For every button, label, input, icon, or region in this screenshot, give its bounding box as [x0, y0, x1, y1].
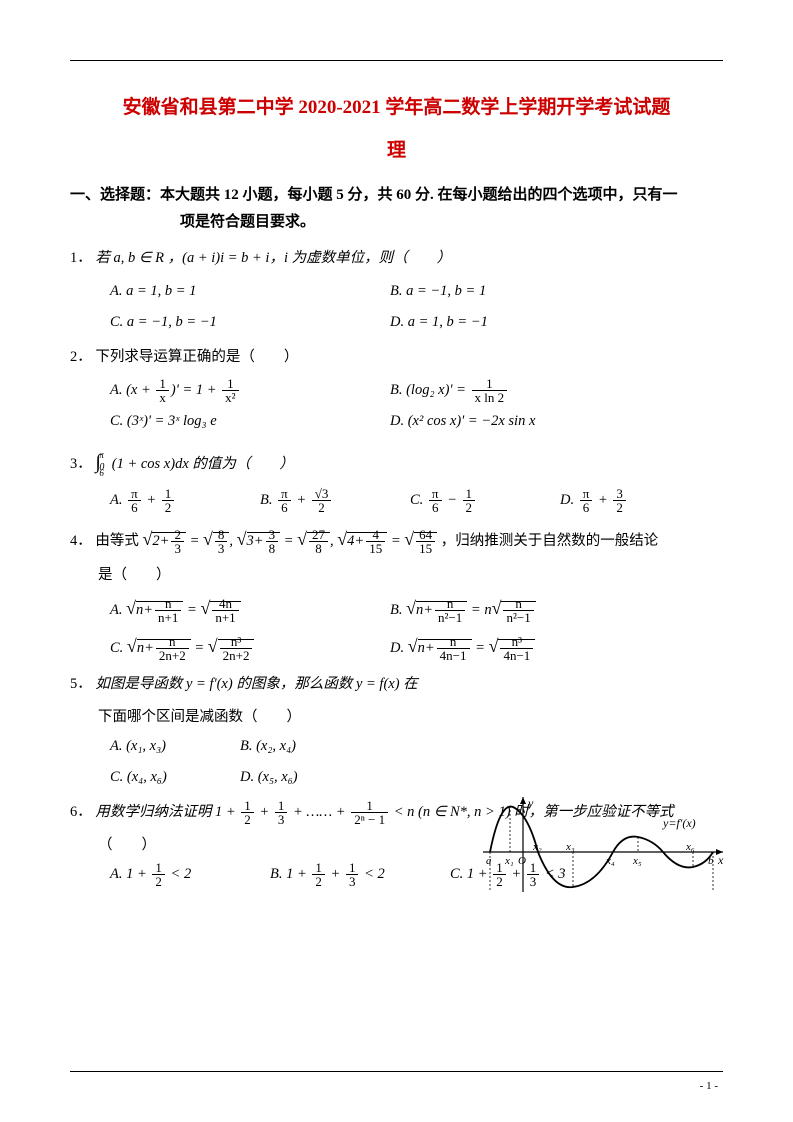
section-1-header: 一、选择题：本大题共 12 小题，每小题 5 分，共 60 分. 在每小题给出的…	[70, 182, 723, 236]
q5-optD: D. (x₅, x₆)	[240, 763, 298, 792]
svg-text:y=f'(x): y=f'(x)	[662, 816, 696, 830]
q6-optA: A. 1 + 12 < 2	[110, 860, 270, 889]
bottom-border	[70, 1071, 723, 1072]
q1-text: 若 a, b ∈ R ，(a + i)i = b + i，i 为虚数单位，则（ …	[95, 250, 451, 266]
question-4: 4． 由等式 √2+23 = √83, √3+38 = √278, √4+415…	[70, 521, 723, 664]
svg-text:x₃: x₃	[565, 841, 575, 853]
q2-num: 2．	[70, 349, 92, 365]
svg-text:O: O	[518, 855, 526, 867]
q1-optA: A. a = 1, b = 1	[110, 277, 390, 306]
q2-optD: D. (x² cos x)' = −2x sin x	[390, 407, 670, 436]
q3-optC: C. π6 − 12	[410, 486, 560, 515]
q1-optC: C. a = −1, b = −1	[110, 308, 390, 337]
q5-optC: C. (x₄, x₆)	[110, 763, 240, 792]
q4-optA: A. √n+nn+1 = √4nn+1	[110, 590, 390, 626]
page-title-line1: 安徽省和县第二中学 2020-2021 学年高二数学上学期开学考试试题	[70, 91, 723, 125]
q6-optB: B. 1 + 12 + 13 < 2	[270, 860, 450, 889]
q4-text-pre: 由等式	[95, 533, 142, 549]
q3-num: 3．	[70, 456, 92, 472]
page-number: - 1 -	[700, 1080, 718, 1092]
q4-optD: D. √n+n4n−1 = √n³4n−1	[390, 628, 670, 664]
integral-lower: 0	[99, 458, 104, 478]
q1-optD: D. a = 1, b = −1	[390, 308, 670, 337]
svg-text:x₅: x₅	[632, 855, 642, 867]
q1-num: 1．	[70, 250, 92, 266]
svg-text:x₂: x₂	[532, 841, 542, 853]
section-header-text1: 一、选择题：本大题共 12 小题，每小题 5 分，共 60 分. 在每小题给出的…	[70, 187, 678, 203]
q3-optB: B. π6 + √32	[260, 486, 410, 515]
question-3: 3． π6∫0 (1 + cos x)dx 的值为（ ） A. π6 + 12 …	[70, 442, 723, 515]
svg-text:x₁: x₁	[504, 855, 514, 867]
q6-num: 6．	[70, 804, 92, 820]
svg-text:x₄: x₄	[605, 855, 615, 867]
q4-optB: B. √n+nn²−1 = n√nn²−1	[390, 590, 670, 626]
q5-num: 5．	[70, 676, 92, 692]
q3-text: π6∫0 (1 + cos x)dx 的值为（ ）	[95, 456, 294, 472]
svg-text:a: a	[486, 855, 492, 867]
q4-equations: √2+23 = √83, √3+38 = √278, √4+415 = √641…	[143, 533, 441, 549]
question-2: 2． 下列求导运算正确的是（ ） A. (x + 1x)' = 1 + 1x² …	[70, 343, 723, 436]
q5-optA: A. (x₁, x₃)	[110, 732, 240, 761]
q5-text2: 下面哪个区间是减函数（ ）	[70, 703, 460, 732]
q2-optB: B. (log₂ x)' = 1x ln 2	[390, 376, 670, 405]
svg-text:x₆: x₆	[685, 841, 695, 853]
section-header-text2: 项是符合题目要求。	[180, 209, 723, 236]
q3-optA: A. π6 + 12	[110, 486, 260, 515]
svg-text:b: b	[708, 855, 714, 867]
q2-optC: C. (3ˣ)' = 3ˣ log₃ e	[110, 407, 390, 436]
svg-text:x: x	[717, 853, 724, 867]
question-5: 5． 如图是导函数 y = f'(x) 的图象，那么函数 y = f(x) 在 …	[70, 670, 460, 792]
q5-graph: y x y=f'(x) a x₁ O x₂ x₃ x₄ x₅ x₆ b	[478, 792, 728, 897]
q4-optC: C. √n+n2n+2 = √n³2n+2	[110, 628, 390, 664]
q4-cont: 是（ ）	[70, 561, 723, 590]
q4-text-post: ，归纳推测关于自然数的一般结论	[441, 533, 659, 549]
question-1: 1． 若 a, b ∈ R ，(a + i)i = b + i，i 为虚数单位，…	[70, 244, 723, 337]
svg-text:y: y	[527, 796, 534, 810]
q3-optD: D. π6 + 32	[560, 486, 710, 515]
q5-optB: B. (x₂, x₄)	[240, 732, 296, 761]
top-border	[70, 60, 723, 61]
q2-text: 下列求导运算正确的是（ ）	[95, 349, 298, 365]
q4-num: 4．	[70, 533, 92, 549]
q2-optA: A. (x + 1x)' = 1 + 1x²	[110, 376, 390, 405]
q5-text1: 如图是导函数 y = f'(x) 的图象，那么函数 y = f(x) 在	[95, 676, 417, 692]
page-title-line2: 理	[70, 135, 723, 162]
q1-optB: B. a = −1, b = 1	[390, 277, 670, 306]
